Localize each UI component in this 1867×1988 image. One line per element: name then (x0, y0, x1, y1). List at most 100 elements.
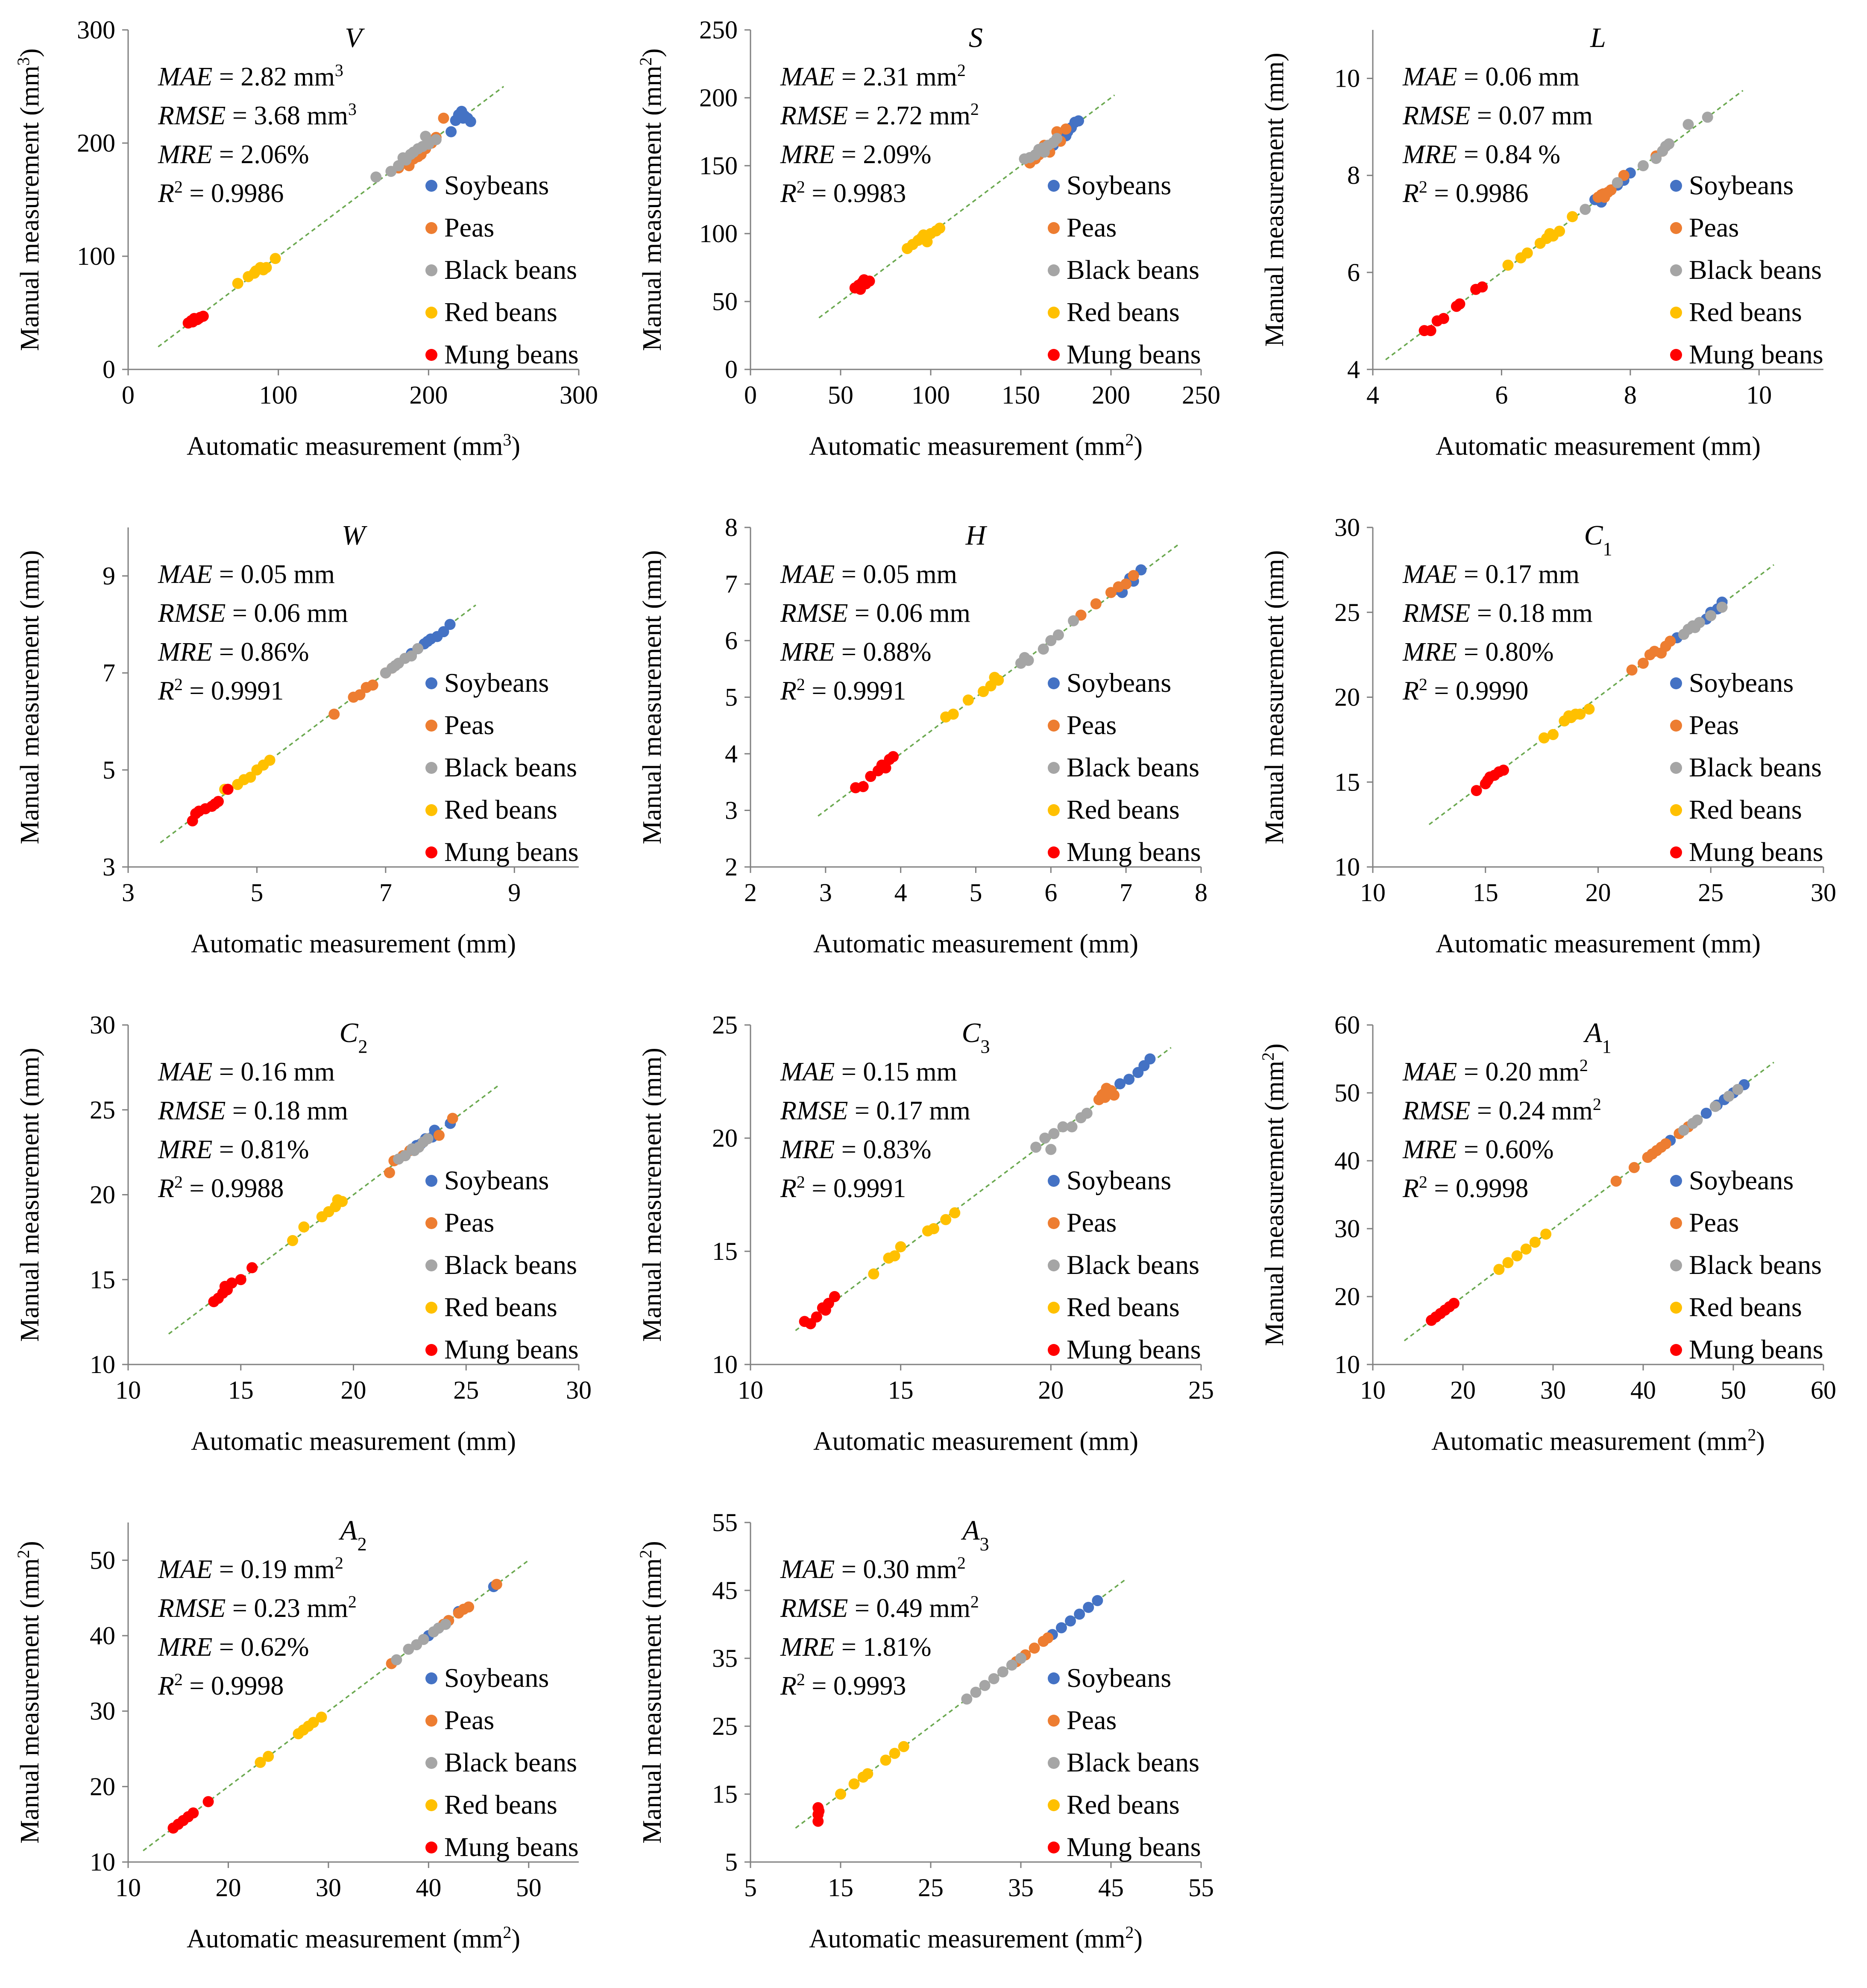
legend-label: Mung beans (1067, 339, 1201, 369)
legend-label: Mung beans (1067, 1334, 1201, 1364)
legend-marker (425, 222, 437, 234)
data-point (1610, 1175, 1622, 1187)
chart-title: C3 (961, 1017, 990, 1057)
legend-label: Black beans (1067, 1250, 1199, 1280)
data-point (1114, 1078, 1126, 1089)
y-tick-label: 0 (103, 355, 115, 384)
x-tick-label: 300 (560, 381, 598, 409)
data-point (1048, 1128, 1060, 1139)
x-tick-label: 10 (1360, 1376, 1386, 1404)
data-point (1732, 1084, 1744, 1095)
y-axis-label: Manual measurement (mm) (1260, 53, 1289, 347)
data-point (370, 171, 382, 183)
legend-label: Red beans (1689, 1292, 1802, 1322)
legend-label: Peas (444, 1705, 494, 1735)
legend-label: Black beans (1689, 1250, 1822, 1280)
legend-label: Black beans (444, 1747, 577, 1777)
y-tick-label: 20 (1334, 683, 1360, 711)
chart-title: A1 (1583, 1017, 1611, 1057)
data-point (1700, 1107, 1712, 1119)
data-point (1498, 764, 1509, 776)
stat-mae: MAE = 0.06 mm (1402, 62, 1580, 91)
data-point (1042, 1632, 1054, 1644)
data-point (1618, 170, 1630, 181)
chart-panel-l: 4 6 8 10 4 6 8 10 Automatic measurement (mm) Manu… (1245, 0, 1867, 495)
legend-marker (1048, 180, 1060, 192)
y-tick-label: 50 (712, 287, 738, 316)
y-tick-label: 20 (712, 1124, 738, 1152)
x-axis-label: Automatic measurement (mm3) (187, 430, 520, 461)
legend-marker (1670, 1217, 1682, 1229)
legend-marker (1048, 1302, 1060, 1314)
stat-r: R2 = 0.9990 (1402, 675, 1528, 706)
x-tick-label: 55 (1188, 1874, 1214, 1902)
y-tick-label: 15 (1334, 768, 1360, 796)
data-point (1554, 225, 1565, 237)
data-point (328, 709, 340, 720)
data-point (406, 650, 417, 662)
x-tick-label: 15 (228, 1376, 254, 1404)
data-point (1521, 247, 1533, 259)
chart-svg: 10 15 20 25 30 10 15 20 25 30 Automatic measuremen… (15, 1011, 592, 1456)
data-point (1438, 313, 1449, 324)
data-point (989, 672, 1000, 683)
x-tick-label: 15 (1473, 878, 1498, 907)
x-tick-label: 10 (1746, 381, 1772, 409)
x-tick-label: 50 (828, 381, 853, 409)
data-point (440, 1619, 451, 1630)
legend-marker (1670, 264, 1682, 276)
legend-marker (1048, 349, 1060, 361)
y-axis-label: Manual measurement (mm) (15, 1048, 44, 1342)
stat-rmse: RMSE = 0.23 mm2 (158, 1592, 357, 1623)
stat-mae: MAE = 0.19 mm2 (158, 1553, 343, 1584)
legend-label: Red beans (444, 1292, 557, 1322)
x-tick-label: 4 (894, 878, 907, 907)
x-tick-label: 100 (912, 381, 950, 409)
legend-marker (425, 846, 437, 858)
y-axis-label: Manual measurement (mm2) (14, 1541, 45, 1844)
stat-mre: MRE = 0.88% (780, 638, 932, 667)
legend-marker (1048, 1672, 1060, 1684)
x-tick-label: 25 (1188, 1376, 1214, 1404)
x-tick-label: 4 (1366, 381, 1379, 409)
stat-mae: MAE = 0.20 mm2 (1402, 1056, 1588, 1087)
stat-mre: MRE = 0.86% (158, 638, 309, 667)
legend-marker (425, 264, 437, 276)
data-point (1144, 1053, 1156, 1065)
x-tick-label: 40 (416, 1874, 441, 1902)
legend-marker (1670, 677, 1682, 689)
stat-r: R2 = 0.9993 (780, 1670, 906, 1701)
data-point (287, 1235, 299, 1246)
stat-mre: MRE = 2.09% (780, 140, 932, 169)
data-point (835, 1789, 846, 1800)
stat-mae: MAE = 0.16 mm (158, 1057, 335, 1086)
y-tick-label: 200 (77, 129, 115, 157)
y-tick-label: 10 (90, 1350, 115, 1379)
data-point (895, 1241, 906, 1253)
data-point (997, 1666, 1008, 1678)
legend-label: Mung beans (1067, 837, 1201, 867)
stat-mre: MRE = 0.60% (1402, 1135, 1554, 1164)
x-tick-label: 40 (1630, 1376, 1656, 1404)
legend-marker (425, 1842, 437, 1853)
legend-marker (1670, 222, 1682, 234)
y-tick-label: 5 (725, 683, 738, 711)
legend-label: Black beans (1067, 1747, 1199, 1777)
stat-r: R2 = 0.9986 (1402, 177, 1528, 208)
legend-marker (1048, 720, 1060, 732)
x-tick-label: 10 (738, 1376, 763, 1404)
y-tick-label: 20 (90, 1181, 115, 1209)
data-point (1454, 298, 1465, 310)
data-point (947, 709, 959, 720)
data-point (1006, 1659, 1017, 1671)
data-point (1051, 133, 1063, 144)
chart-title: L (1590, 22, 1606, 53)
data-point (848, 1778, 860, 1790)
data-point (1083, 1602, 1094, 1613)
legend-marker (425, 180, 437, 192)
data-point (898, 1741, 909, 1752)
x-axis-label: Automatic measurement (mm) (813, 929, 1138, 958)
chart-panel-h: 2 3 4 5 6 7 8 2 3 4 5 6 7 8 Automatic measurement (mm)… (622, 498, 1245, 993)
data-point (316, 1711, 327, 1723)
